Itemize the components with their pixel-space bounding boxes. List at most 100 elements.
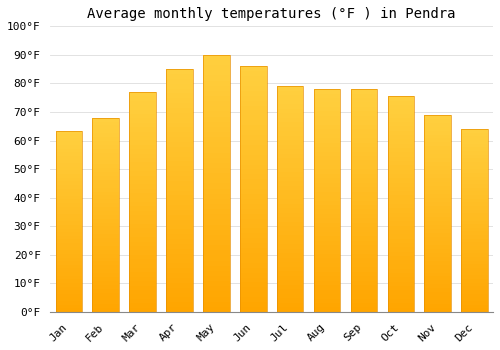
Bar xyxy=(92,203,119,207)
Bar xyxy=(166,210,193,215)
Bar xyxy=(56,214,82,218)
Bar xyxy=(130,281,156,286)
Bar xyxy=(388,252,414,256)
Bar xyxy=(203,111,230,117)
Bar xyxy=(462,246,488,250)
Bar xyxy=(277,262,303,267)
Bar xyxy=(240,125,266,130)
Bar xyxy=(203,168,230,173)
Bar xyxy=(56,138,82,141)
Bar xyxy=(92,137,119,141)
Bar xyxy=(462,272,488,275)
Bar xyxy=(424,257,451,261)
Bar xyxy=(388,278,414,282)
Bar xyxy=(277,285,303,289)
Bar xyxy=(277,240,303,244)
Bar xyxy=(462,191,488,195)
Bar xyxy=(166,215,193,220)
Bar xyxy=(424,186,451,190)
Bar xyxy=(92,141,119,145)
Bar xyxy=(314,241,340,245)
Bar xyxy=(350,183,377,187)
Bar xyxy=(277,226,303,231)
Bar xyxy=(388,139,414,144)
Bar xyxy=(314,191,340,196)
Bar xyxy=(424,194,451,198)
Bar xyxy=(314,267,340,272)
Bar xyxy=(388,217,414,221)
Bar xyxy=(350,258,377,263)
Bar xyxy=(314,218,340,223)
Bar xyxy=(240,229,266,233)
Bar xyxy=(388,165,414,170)
Bar xyxy=(56,221,82,225)
Bar xyxy=(56,258,82,261)
Bar xyxy=(462,147,488,151)
Bar xyxy=(130,246,156,250)
Bar xyxy=(277,213,303,217)
Bar xyxy=(166,220,193,225)
Bar xyxy=(56,189,82,192)
Bar xyxy=(462,264,488,268)
Bar xyxy=(56,225,82,229)
Bar xyxy=(388,221,414,226)
Bar xyxy=(388,303,414,308)
Bar xyxy=(92,184,119,188)
Bar xyxy=(166,127,193,132)
Bar xyxy=(92,238,119,242)
Bar xyxy=(462,297,488,301)
Bar xyxy=(462,301,488,304)
Bar xyxy=(166,239,193,244)
Bar xyxy=(388,260,414,265)
Bar xyxy=(388,239,414,243)
Bar xyxy=(203,70,230,75)
Bar xyxy=(388,105,414,109)
Bar xyxy=(56,181,82,185)
Bar xyxy=(56,254,82,258)
Bar xyxy=(350,276,377,281)
Bar xyxy=(92,258,119,261)
Bar xyxy=(277,140,303,145)
Bar xyxy=(240,135,266,140)
Bar xyxy=(462,228,488,231)
Bar xyxy=(350,227,377,232)
Bar xyxy=(388,118,414,122)
Bar xyxy=(277,307,303,312)
Bar xyxy=(240,238,266,243)
Bar xyxy=(424,119,451,123)
Bar xyxy=(277,91,303,95)
Bar xyxy=(314,116,340,120)
Bar xyxy=(314,299,340,303)
Bar xyxy=(92,254,119,258)
Bar xyxy=(130,233,156,237)
Bar xyxy=(424,265,451,268)
Bar xyxy=(424,214,451,217)
Bar xyxy=(92,226,119,230)
Bar xyxy=(240,66,266,71)
Bar xyxy=(130,299,156,303)
Bar xyxy=(203,271,230,276)
Bar xyxy=(462,155,488,158)
Bar xyxy=(350,263,377,267)
Bar xyxy=(350,254,377,258)
Bar xyxy=(424,115,451,119)
Bar xyxy=(240,160,266,164)
Bar xyxy=(314,178,340,183)
Bar xyxy=(240,204,266,209)
Bar xyxy=(462,198,488,202)
Bar xyxy=(130,219,156,224)
Bar xyxy=(166,69,193,74)
Bar xyxy=(350,245,377,250)
Bar xyxy=(92,180,119,184)
Bar xyxy=(277,172,303,176)
Bar xyxy=(166,152,193,156)
Bar xyxy=(56,301,82,305)
Bar xyxy=(388,109,414,113)
Bar xyxy=(350,152,377,156)
Bar xyxy=(350,142,377,147)
Bar xyxy=(314,147,340,152)
Bar xyxy=(130,92,156,312)
Bar xyxy=(130,171,156,176)
Bar xyxy=(130,255,156,259)
Bar xyxy=(388,230,414,234)
